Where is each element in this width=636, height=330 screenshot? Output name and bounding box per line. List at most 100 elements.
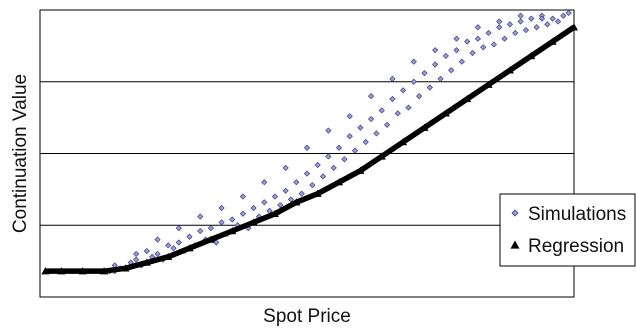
regression-point bbox=[463, 94, 472, 103]
simulation-point bbox=[218, 204, 225, 212]
simulation-point bbox=[271, 193, 279, 200]
simulation-point bbox=[325, 127, 332, 134]
simulation-point bbox=[319, 173, 327, 180]
simulation-point bbox=[442, 52, 449, 60]
simulation-point bbox=[213, 239, 220, 246]
simulation-point bbox=[309, 181, 316, 189]
simulation-point bbox=[303, 144, 311, 151]
simulation-point bbox=[485, 29, 492, 37]
regression-point bbox=[313, 189, 322, 197]
regression-point bbox=[78, 267, 87, 275]
simulation-point bbox=[469, 49, 476, 57]
simulation-point bbox=[474, 24, 481, 31]
simulation-point bbox=[367, 115, 375, 123]
simulation-point bbox=[197, 227, 204, 235]
simulation-point bbox=[426, 84, 433, 91]
simulation-point bbox=[560, 12, 567, 19]
simulation-point bbox=[512, 29, 519, 37]
simulation-point bbox=[432, 61, 439, 68]
regression-point bbox=[41, 267, 50, 275]
simulation-point bbox=[351, 147, 359, 154]
regression-point bbox=[335, 178, 344, 186]
regression-point bbox=[570, 23, 578, 31]
simulation-point bbox=[207, 225, 214, 232]
simulation-point bbox=[346, 133, 353, 140]
simulation-point bbox=[464, 38, 471, 45]
regression-point bbox=[270, 209, 279, 217]
regression-point bbox=[142, 258, 151, 266]
regression-point bbox=[505, 66, 514, 74]
simulation-point bbox=[175, 225, 182, 232]
simulation-point bbox=[538, 15, 546, 22]
simulation-point bbox=[143, 247, 150, 255]
regression-point bbox=[164, 252, 173, 261]
regression-point bbox=[527, 51, 536, 60]
regression-point bbox=[356, 166, 365, 174]
simulation-point bbox=[154, 250, 161, 258]
simulation-point bbox=[501, 35, 508, 42]
simulation-point bbox=[335, 144, 343, 151]
simulation-point bbox=[287, 196, 295, 203]
simulation-point bbox=[303, 170, 311, 177]
regression-point bbox=[121, 264, 130, 272]
simulation-point bbox=[421, 70, 428, 77]
simulation-point bbox=[506, 21, 514, 28]
simulation-point bbox=[416, 93, 423, 100]
regression-line bbox=[45, 24, 576, 274]
simulation-point bbox=[154, 236, 161, 243]
legend-label-regression: Regression bbox=[528, 236, 624, 257]
simulation-point bbox=[480, 44, 487, 51]
regression-point bbox=[185, 244, 194, 252]
simulation-point bbox=[133, 250, 140, 258]
regression-point bbox=[57, 267, 66, 275]
legend-label-simulations: Simulations bbox=[528, 204, 626, 225]
simulation-point bbox=[522, 26, 530, 34]
legend: Simulations Regression bbox=[499, 193, 636, 267]
simulation-point bbox=[170, 245, 177, 252]
simulation-point bbox=[565, 9, 572, 16]
regression-point bbox=[399, 138, 408, 146]
simulation-point bbox=[496, 24, 503, 31]
simulation-point bbox=[239, 210, 247, 217]
y-axis-label: Continuation Value bbox=[10, 74, 31, 233]
simulation-point bbox=[453, 35, 460, 42]
simulation-point bbox=[517, 18, 524, 25]
simulation-point bbox=[432, 47, 439, 54]
simulation-point bbox=[394, 110, 401, 117]
simulation-point bbox=[362, 138, 369, 146]
regression-point bbox=[228, 226, 237, 235]
simulation-point bbox=[218, 219, 225, 226]
regression-point bbox=[441, 109, 450, 117]
simulation-point bbox=[400, 87, 407, 94]
regression-point bbox=[377, 152, 386, 160]
x-axis-label: Spot Price bbox=[263, 306, 351, 327]
simulation-point bbox=[229, 216, 236, 223]
legend-item-simulations: Simulations bbox=[511, 204, 626, 225]
simulation-point bbox=[405, 104, 412, 111]
regression-point bbox=[420, 123, 429, 131]
simulation-point bbox=[389, 95, 396, 103]
simulation-point bbox=[448, 67, 455, 74]
simulation-point bbox=[239, 193, 247, 200]
simulation-point bbox=[533, 24, 540, 31]
simulation-point bbox=[197, 213, 204, 220]
simulation-point bbox=[341, 156, 348, 163]
simulation-point bbox=[549, 15, 556, 22]
regression-point bbox=[100, 267, 109, 275]
simulation-point bbox=[261, 179, 268, 186]
simulation-point bbox=[378, 107, 385, 114]
simulation-point bbox=[186, 233, 193, 240]
simulation-point bbox=[453, 47, 460, 54]
simulation-point bbox=[410, 78, 417, 85]
simulation-point bbox=[346, 113, 353, 120]
simulation-point bbox=[330, 164, 337, 171]
simulation-point bbox=[496, 18, 503, 25]
simulation-point bbox=[325, 153, 332, 160]
legend-box bbox=[499, 193, 636, 267]
simulation-point bbox=[474, 35, 481, 42]
regression-point bbox=[249, 218, 258, 226]
simulation-point bbox=[165, 242, 172, 249]
simulation-point bbox=[554, 18, 562, 25]
regression-point bbox=[292, 198, 301, 206]
